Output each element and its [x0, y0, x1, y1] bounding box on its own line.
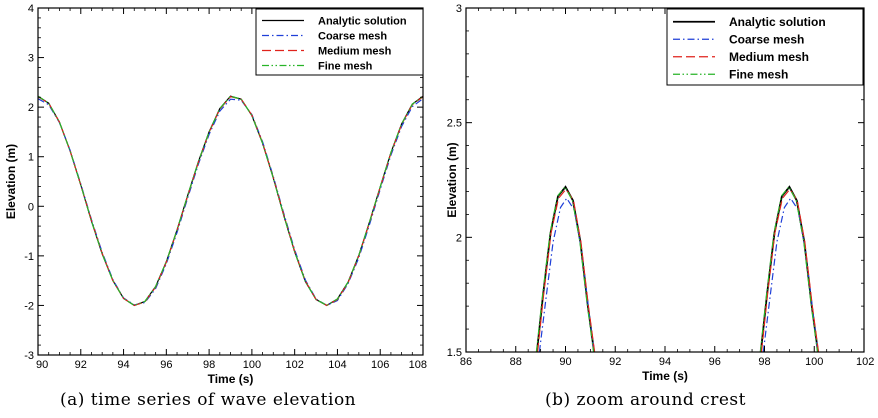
legend-label: Analytic solution [729, 15, 826, 29]
chart-panel-b: 86 88 90 92 94 96 98 100 102 1.5 2 2.5 3 Time (s) Elev… [445, 3, 874, 383]
y-axis-label: Elevation (m) [445, 142, 459, 217]
series-line-medium-mesh [537, 188, 820, 352]
y-tick-label: 2.5 [447, 118, 462, 130]
x-tick-label: 102 [285, 359, 303, 371]
x-tick-label: 92 [609, 356, 621, 368]
x-tick-label: 86 [460, 356, 472, 368]
caption-a: (a) time series of wave elevation [60, 390, 357, 410]
x-axis-label: Time (s) [642, 369, 688, 383]
series-line-fine-mesh [38, 95, 423, 307]
x-tick-label: 102 [856, 356, 874, 368]
y-axis-label: Elevation (m) [4, 144, 18, 219]
series-line-analytic-solution [38, 95, 423, 307]
chart-panel-a: 90 92 94 96 98 100 102 104 106 108 -3 -2 -1 0 1 2 3 4 Time… [4, 3, 427, 386]
y-tick-label: 1 [28, 152, 34, 164]
series-group [535, 185, 820, 352]
x-tick-label: 90 [559, 356, 571, 368]
series-line-fine-mesh [535, 185, 819, 352]
legend-label: Coarse mesh [318, 31, 387, 43]
x-tick-label: 92 [75, 359, 87, 371]
x-tick-label: 90 [36, 359, 48, 371]
y-tick-label: 2 [28, 102, 34, 114]
y-tick-label: 3 [28, 53, 34, 65]
legend: Analytic solution Coarse mesh Medium mesh F… [255, 8, 424, 76]
series-line-analytic-solution [536, 185, 819, 352]
legend-label: Coarse mesh [729, 32, 804, 46]
y-tick-label: 2 [456, 232, 462, 244]
y-tick-label: 1.5 [447, 347, 462, 359]
y-tick-label: -3 [24, 350, 34, 362]
series-group [38, 95, 423, 307]
y-tick-label: -2 [24, 300, 34, 312]
legend-label: Fine mesh [729, 67, 788, 81]
caption-b: (b) zoom around crest [545, 390, 746, 410]
y-tick-label: 0 [28, 201, 34, 213]
x-tick-label: 104 [328, 359, 346, 371]
x-tick-label: 98 [758, 356, 770, 368]
legend-label: Medium mesh [318, 46, 392, 58]
legend-label: Fine mesh [318, 61, 373, 73]
x-tick-label: 94 [659, 356, 671, 368]
y-tick-label: 4 [28, 3, 34, 15]
legend-label: Medium mesh [729, 50, 809, 64]
x-tick-label: 88 [510, 356, 522, 368]
legend-label: Analytic solution [318, 16, 407, 28]
x-tick-label: 100 [243, 359, 261, 371]
x-tick-label: 100 [805, 356, 823, 368]
x-tick-label: 96 [160, 359, 172, 371]
x-tick-label: 108 [409, 359, 427, 371]
x-tick-label: 94 [117, 359, 129, 371]
series-line-medium-mesh [38, 96, 423, 307]
x-tick-label: 98 [203, 359, 215, 371]
x-tick-label: 96 [709, 356, 721, 368]
x-axis-label: Time (s) [208, 372, 254, 386]
y-tick-label: -1 [24, 251, 34, 263]
x-tick-label: 106 [371, 359, 389, 371]
y-tick-label: 3 [456, 3, 462, 15]
series-line-coarse-mesh [38, 98, 423, 307]
legend: Analytic solution Coarse mesh Medium mesh F… [666, 8, 864, 86]
